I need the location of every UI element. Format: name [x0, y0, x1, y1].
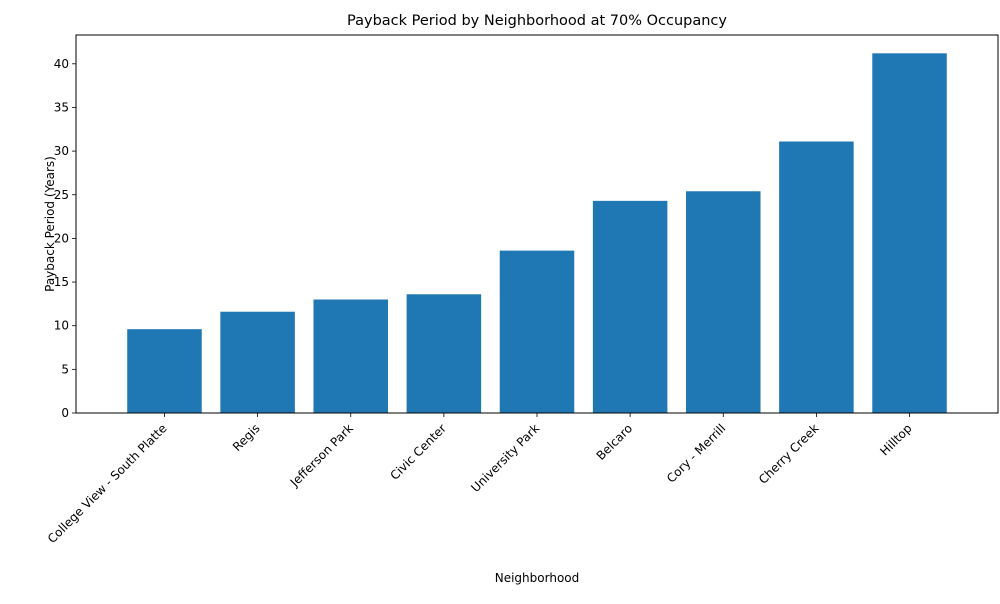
x-tick-label: College View - South Platte	[45, 421, 170, 546]
bar	[220, 311, 295, 413]
bar	[686, 191, 761, 413]
chart-title: Payback Period by Neighborhood at 70% Oc…	[347, 13, 727, 29]
bar	[499, 250, 575, 413]
x-tick-label: Cherry Creek	[756, 421, 822, 487]
y-axis: 0 5 10 15 20 25 30 35 40	[54, 57, 76, 420]
y-tick-label: 10	[54, 319, 69, 333]
bar	[592, 200, 668, 413]
x-axis: College View - South Platte Regis Jefferso…	[45, 413, 915, 546]
x-tick-label: Civic Center	[388, 421, 450, 483]
y-tick-label: 5	[61, 362, 69, 376]
y-tick-label: 20	[54, 231, 69, 245]
y-tick-label: 30	[54, 144, 69, 158]
bar	[406, 294, 482, 413]
x-tick-label: Jefferson Park	[287, 421, 356, 490]
bar	[779, 141, 854, 413]
plot-frame	[75, 34, 999, 414]
bar	[313, 299, 388, 413]
bar	[872, 53, 947, 413]
y-tick-label: 15	[54, 275, 69, 289]
y-axis-label: Payback Period (Years)	[43, 156, 57, 292]
bar	[127, 329, 202, 413]
bars-layer	[127, 53, 947, 413]
y-tick-label: 35	[54, 100, 69, 114]
x-tick-label: Belcaro	[594, 421, 636, 463]
x-tick-label: Hilltop	[877, 421, 914, 458]
x-axis-label: Neighborhood	[495, 571, 580, 585]
x-tick-label: University Park	[468, 421, 542, 495]
x-tick-label: Cory - Merrill	[664, 421, 728, 485]
y-tick-label: 0	[61, 406, 69, 420]
y-tick-label: 40	[54, 57, 69, 71]
y-tick-label: 25	[54, 188, 69, 202]
x-tick-label: Regis	[230, 421, 263, 454]
